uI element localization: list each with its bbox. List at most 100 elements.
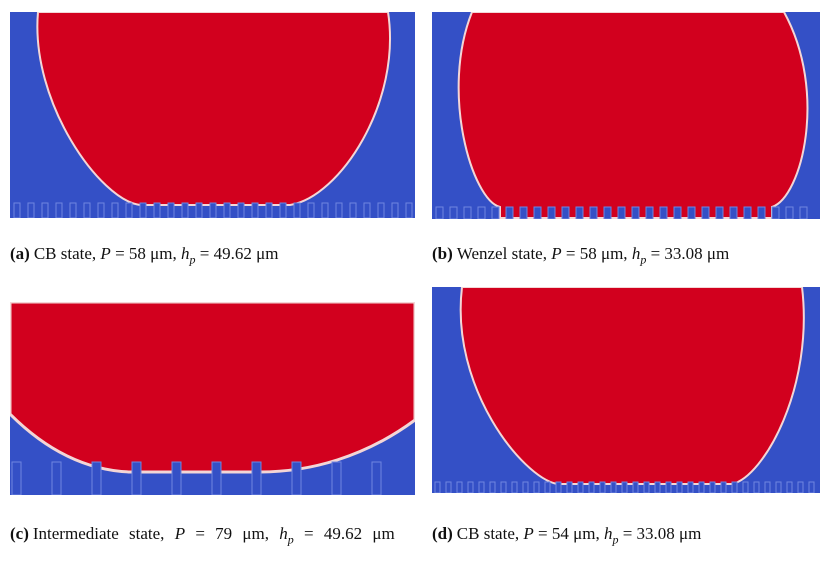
pillar [786,481,793,493]
pillar [709,481,716,493]
pillar [561,206,570,219]
pillar [588,481,595,493]
symbol: P [523,524,534,543]
pillar [91,461,102,495]
pillar [676,481,683,493]
symbol: h [631,244,641,263]
pillar [757,206,766,219]
pillar [731,481,738,493]
caption-text: = 58 μm, [110,244,181,263]
pillar [477,206,486,219]
pillar [687,481,694,493]
pillar [331,461,342,495]
pillar [131,461,142,495]
pillar [715,206,724,219]
pillar [435,206,444,219]
pillar [405,202,413,218]
pillar [505,206,514,219]
pillar [547,206,556,219]
caption-label: (d) [432,524,453,543]
caption-text: Intermediate state, [32,524,175,543]
pillar [519,206,528,219]
pillar [785,206,794,219]
symbol: h [279,524,288,543]
panel-c-image [10,302,415,495]
pillar [577,481,584,493]
pillar [321,202,329,218]
pillar [617,206,626,219]
pillar [632,481,639,493]
pillar [566,481,573,493]
pillar [720,481,727,493]
symbol: P [174,524,186,543]
pillar [621,481,628,493]
pillar [808,481,815,493]
pillar [603,206,612,219]
caption-text: Wenzel state, [456,244,552,263]
pillar [293,202,301,218]
pillar [491,206,500,219]
caption-label: (a) [10,244,30,263]
pillar [27,202,35,218]
symbol: P [551,244,562,263]
caption-label: (c) [10,524,29,543]
pillar [610,481,617,493]
pillar [371,461,382,495]
pillar [544,481,551,493]
pillar [753,481,760,493]
caption-c: (c) Intermediate state, P = 79 μm, hp = 4… [10,523,415,550]
pillar [195,202,203,218]
pillar [377,202,385,218]
pillar [153,202,161,218]
pillar [631,206,640,219]
pillar [237,202,245,218]
caption-text: = 54 μm, [533,524,604,543]
subscript: p [189,252,196,267]
pillar [265,202,273,218]
pillar [223,202,231,218]
caption-text: = 49.62 μm [195,244,279,263]
pillar [797,481,804,493]
pillar [742,481,749,493]
pillar [55,202,63,218]
pillar [533,206,542,219]
pillar [445,481,452,493]
caption-text: = 49.62 μm [293,524,395,543]
caption-text: = 58 μm, [561,244,632,263]
pillar [701,206,710,219]
pillar [307,202,315,218]
pillar [291,461,302,495]
caption-d: (d) CB state, P = 54 μm, hp = 33.08 μm [432,523,701,550]
pillar [511,481,518,493]
symbol: h [603,524,613,543]
pillar [478,481,485,493]
subscript: p [287,532,294,547]
pillar [171,461,182,495]
subscript: p [612,532,619,547]
pillar [279,202,287,218]
droplet [36,12,391,206]
pillar [251,202,259,218]
panel-a-image [10,12,415,218]
pillar [665,481,672,493]
pillar [533,481,540,493]
pillar [97,202,105,218]
droplet [457,12,809,219]
pillar [775,481,782,493]
pillar [589,206,598,219]
pillar [643,481,650,493]
pillar [434,481,441,493]
pillar [209,202,217,218]
pillar [391,202,399,218]
pillar [555,481,562,493]
pillar [139,202,147,218]
pillar [181,202,189,218]
caption-text: = 79 μm, [185,524,280,543]
panel-b-image [432,12,820,219]
pillar [467,481,474,493]
pillar [13,202,21,218]
pillar [111,202,119,218]
pillar [463,206,472,219]
caption-b: (b) Wenzel state, P = 58 μm, hp = 33.08 μ… [432,243,729,270]
